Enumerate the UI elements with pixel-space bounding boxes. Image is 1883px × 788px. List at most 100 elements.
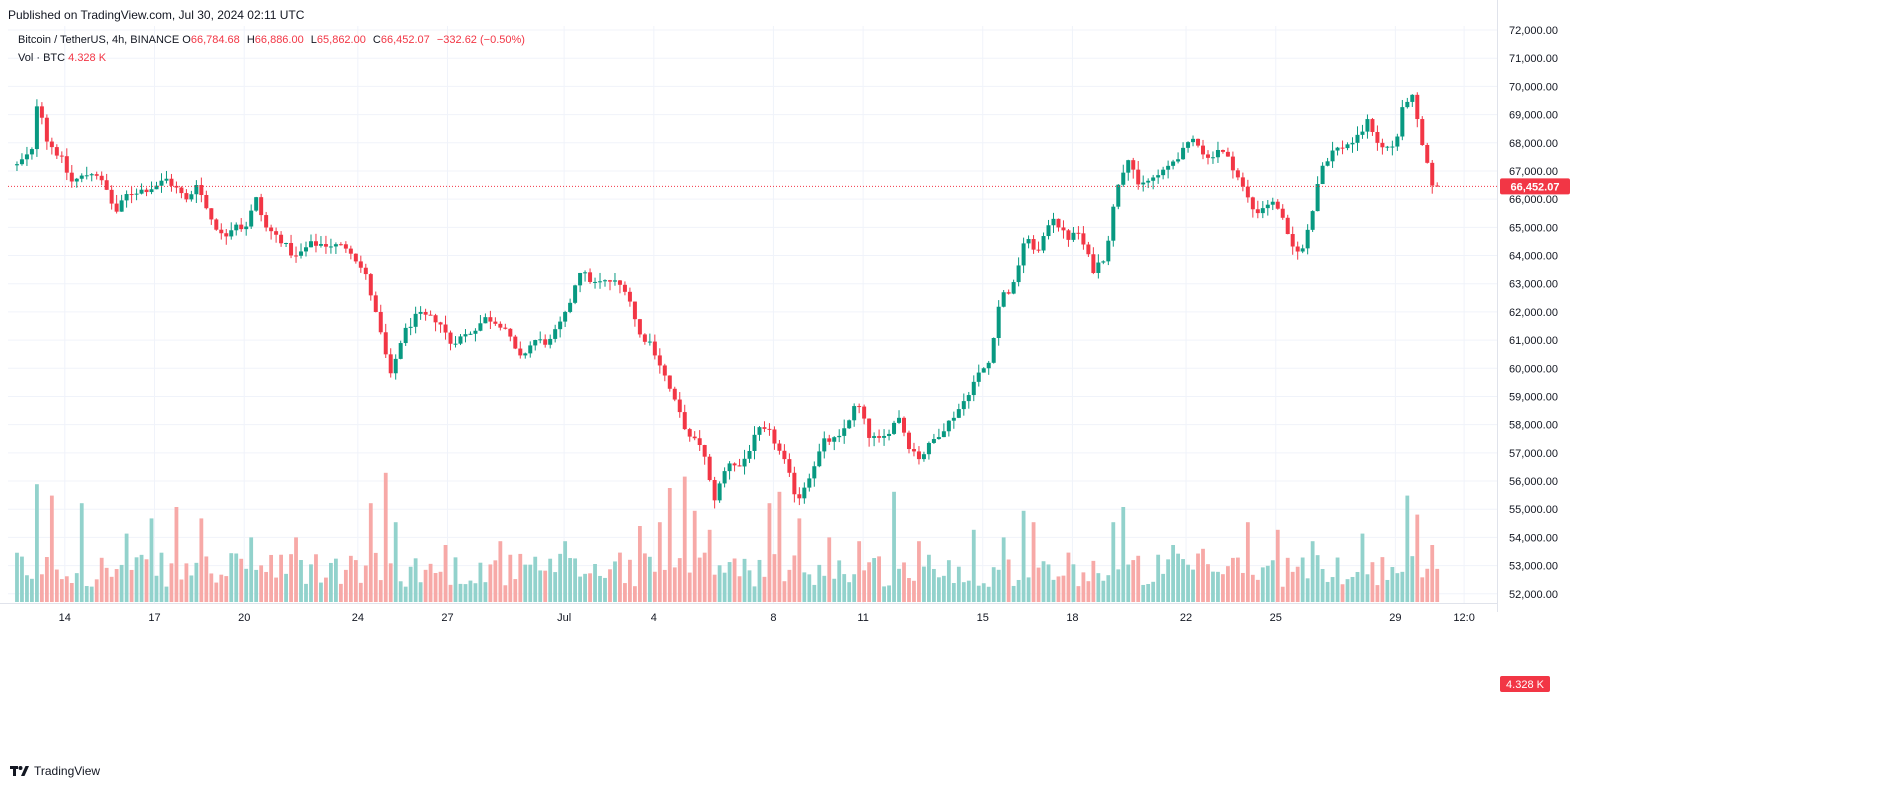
candle-body (1335, 147, 1340, 151)
candle-body (79, 175, 84, 179)
candle-body (797, 494, 802, 499)
x-tick-label: 27 (441, 612, 453, 624)
candle-body (428, 314, 433, 316)
volume-bar (797, 518, 802, 602)
volume-bar (169, 563, 174, 602)
volume-bar (732, 558, 737, 602)
candle-body (1395, 136, 1400, 147)
candle-body (931, 439, 936, 443)
candle-body (662, 365, 667, 376)
volume-bar (1365, 574, 1370, 602)
volume-bar (289, 554, 293, 602)
volume-bar (373, 552, 378, 602)
volume-bar (35, 484, 39, 602)
candle-body (518, 348, 523, 356)
candle-body (313, 241, 318, 246)
candle-body (1435, 185, 1440, 187)
candle-body (333, 244, 338, 247)
volume-bar (134, 557, 139, 602)
candle-body (89, 174, 94, 176)
candle-body (139, 189, 144, 194)
candle-body (981, 368, 986, 373)
y-tick-label: 57,000.00 (1509, 448, 1558, 460)
tradingview-logo[interactable]: TradingView (10, 764, 100, 778)
volume-bar (174, 507, 179, 602)
candle-body (1285, 217, 1290, 235)
candle-body (687, 429, 692, 437)
candle-body (1205, 154, 1210, 158)
volume-bar (1260, 567, 1265, 602)
volume-bar (159, 552, 164, 602)
candle-body (872, 436, 877, 438)
candle-body (762, 427, 767, 429)
volume-bar (892, 491, 896, 602)
volume-bar (533, 556, 538, 602)
volume-bar (857, 541, 862, 602)
volume-bar (657, 522, 662, 602)
candle-body (388, 354, 393, 374)
volume-bar (692, 510, 697, 602)
candle-body (732, 463, 737, 466)
volume-bar (702, 552, 707, 602)
candle-body (24, 154, 29, 160)
volume-bar (682, 476, 687, 602)
volume-value: 4.328 K (68, 52, 107, 64)
volume-bar (194, 562, 199, 602)
tradingview-logo-icon (10, 766, 29, 776)
candle-body (757, 427, 762, 435)
candle-body (134, 193, 139, 195)
candle-body (538, 339, 543, 341)
candle-body (1230, 156, 1235, 171)
volume-bar (1161, 573, 1166, 602)
candle-body (119, 200, 124, 212)
volume-bar (244, 568, 249, 602)
volume-bar (747, 570, 752, 602)
volume-bar (667, 488, 672, 602)
volume-bar (946, 560, 951, 602)
candle-body (1355, 134, 1360, 143)
candle-body (1121, 172, 1126, 185)
volume-bar (902, 562, 906, 602)
candle-body (1220, 149, 1225, 152)
candle-body (44, 117, 49, 142)
volume-bar (563, 541, 568, 602)
x-tick-label: 4 (651, 612, 657, 624)
volume-bar (613, 561, 617, 602)
open-label: O (182, 34, 191, 46)
candle-body (852, 406, 857, 421)
volume-bar (1156, 554, 1161, 602)
volume-bar (1231, 557, 1235, 602)
volume-bar (383, 472, 388, 602)
volume-bar (1235, 557, 1240, 602)
volume-bar (468, 580, 473, 602)
volume-bar (1410, 556, 1415, 602)
volume-bar (1151, 581, 1156, 602)
candle-body (488, 317, 493, 322)
candle-body (1410, 94, 1415, 102)
candle-body (323, 244, 328, 247)
volume-bar (1275, 529, 1280, 602)
y-tick-label: 59,000.00 (1509, 391, 1558, 403)
volume-bar (787, 569, 792, 602)
volume-bar (852, 574, 857, 602)
volume-bar (652, 571, 657, 602)
volume-bar (84, 586, 89, 602)
volume-bar (388, 563, 393, 602)
volume-bar (1400, 571, 1405, 602)
candle-body (1415, 94, 1420, 120)
candle-body (508, 328, 513, 337)
volume-bar (269, 554, 274, 602)
candle-body (109, 189, 114, 204)
volume-bar (877, 556, 881, 602)
candle-body (548, 338, 553, 345)
candle-body (667, 375, 672, 389)
candle-body (1325, 161, 1330, 166)
candle-body (279, 234, 284, 244)
x-tick-label: 20 (238, 612, 250, 624)
volume-bar (687, 572, 692, 602)
volume-bar (1186, 564, 1190, 602)
volume-bar (777, 491, 782, 602)
candle-body (1215, 149, 1220, 158)
candle-body (627, 291, 632, 302)
